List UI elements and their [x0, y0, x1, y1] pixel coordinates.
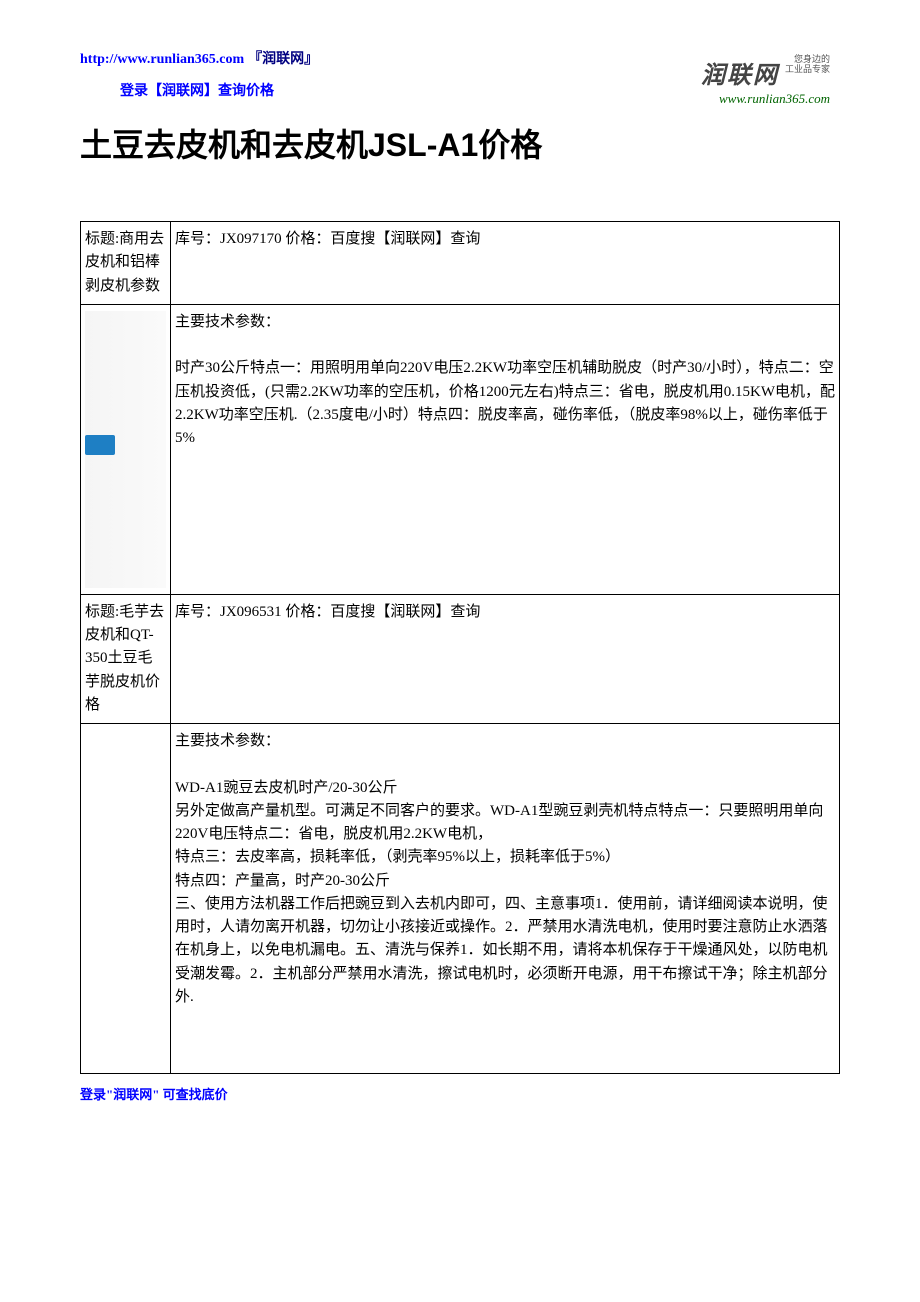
- product-image-cell-1: [81, 304, 171, 594]
- logo-main-text: 润联网: [701, 63, 779, 89]
- product-image-placeholder: [85, 730, 166, 1067]
- product-stock-cell: 库号：JX096531 价格：百度搜【润联网】查询: [171, 594, 840, 723]
- logo-url-text: www.runlian365.com: [719, 91, 830, 106]
- spec-label: 主要技术参数：: [175, 733, 280, 749]
- spec-label: 主要技术参数：: [175, 314, 280, 330]
- spec-body-text: 时产30公斤特点一：用照明用单向220V电压2.2KW功率空压机辅助脱皮（时产3…: [175, 360, 835, 446]
- page-title: 土豆去皮机和去皮机JSL-A1价格: [80, 120, 840, 166]
- product-table: 标题:商用去皮机和铝棒剥皮机参数 库号：JX097170 价格：百度搜【润联网】…: [80, 221, 840, 1074]
- product-spec-cell-2: 主要技术参数： WD-A1豌豆去皮机时产/20-30公斤 另外定做高产量机型。可…: [171, 724, 840, 1074]
- spec-line-3: 特点三：去皮率高，损耗率低，（剥壳率95%以上，损耗率低于5%）: [175, 849, 620, 865]
- logo-tagline-2: 工业品专家: [785, 64, 830, 74]
- table-row-header-1: 标题:商用去皮机和铝棒剥皮机参数 库号：JX097170 价格：百度搜【润联网】…: [81, 222, 840, 305]
- product-stock-cell: 库号：JX097170 价格：百度搜【润联网】查询: [171, 222, 840, 305]
- spec-line-4: 特点四：产量高，时产20-30公斤: [175, 873, 390, 889]
- product-image-placeholder: [85, 311, 166, 588]
- spec-line-2: 另外定做高产量机型。可满足不同客户的要求。WD-A1型豌豆剥壳机特点特点一：只要…: [175, 803, 823, 842]
- product-spec-cell-1: 主要技术参数： 时产30公斤特点一：用照明用单向220V电压2.2KW功率空压机…: [171, 304, 840, 594]
- logo-tagline-1: 您身边的: [794, 54, 830, 64]
- header-url-link[interactable]: http://www.runlian365.com: [80, 52, 244, 67]
- product-title-cell: 标题:商用去皮机和铝棒剥皮机参数: [81, 222, 171, 305]
- login-query-link[interactable]: 登录【润联网】查询价格: [120, 80, 274, 100]
- table-row-spec-2: 主要技术参数： WD-A1豌豆去皮机时产/20-30公斤 另外定做高产量机型。可…: [81, 724, 840, 1074]
- footer-login-link[interactable]: 登录"润联网" 可查找底价: [80, 1084, 840, 1103]
- product-title-cell: 标题:毛芋去皮机和QT-350土豆毛芋脱皮机价格: [81, 594, 171, 723]
- header-brand-text: 『润联网』: [248, 52, 318, 67]
- product-image-cell-2: [81, 724, 171, 1074]
- table-row-spec-1: 主要技术参数： 时产30公斤特点一：用照明用单向220V电压2.2KW功率空压机…: [81, 304, 840, 594]
- site-logo: 润联网 您身边的 工业品专家 www.runlian365.com: [701, 55, 830, 108]
- table-row-header-2: 标题:毛芋去皮机和QT-350土豆毛芋脱皮机价格 库号：JX096531 价格：…: [81, 594, 840, 723]
- spec-line-1: WD-A1豌豆去皮机时产/20-30公斤: [175, 780, 397, 796]
- spec-line-5: 三、使用方法机器工作后把豌豆到入去机内即可，四、主意事项1．使用前，请详细阅读本…: [175, 896, 828, 1005]
